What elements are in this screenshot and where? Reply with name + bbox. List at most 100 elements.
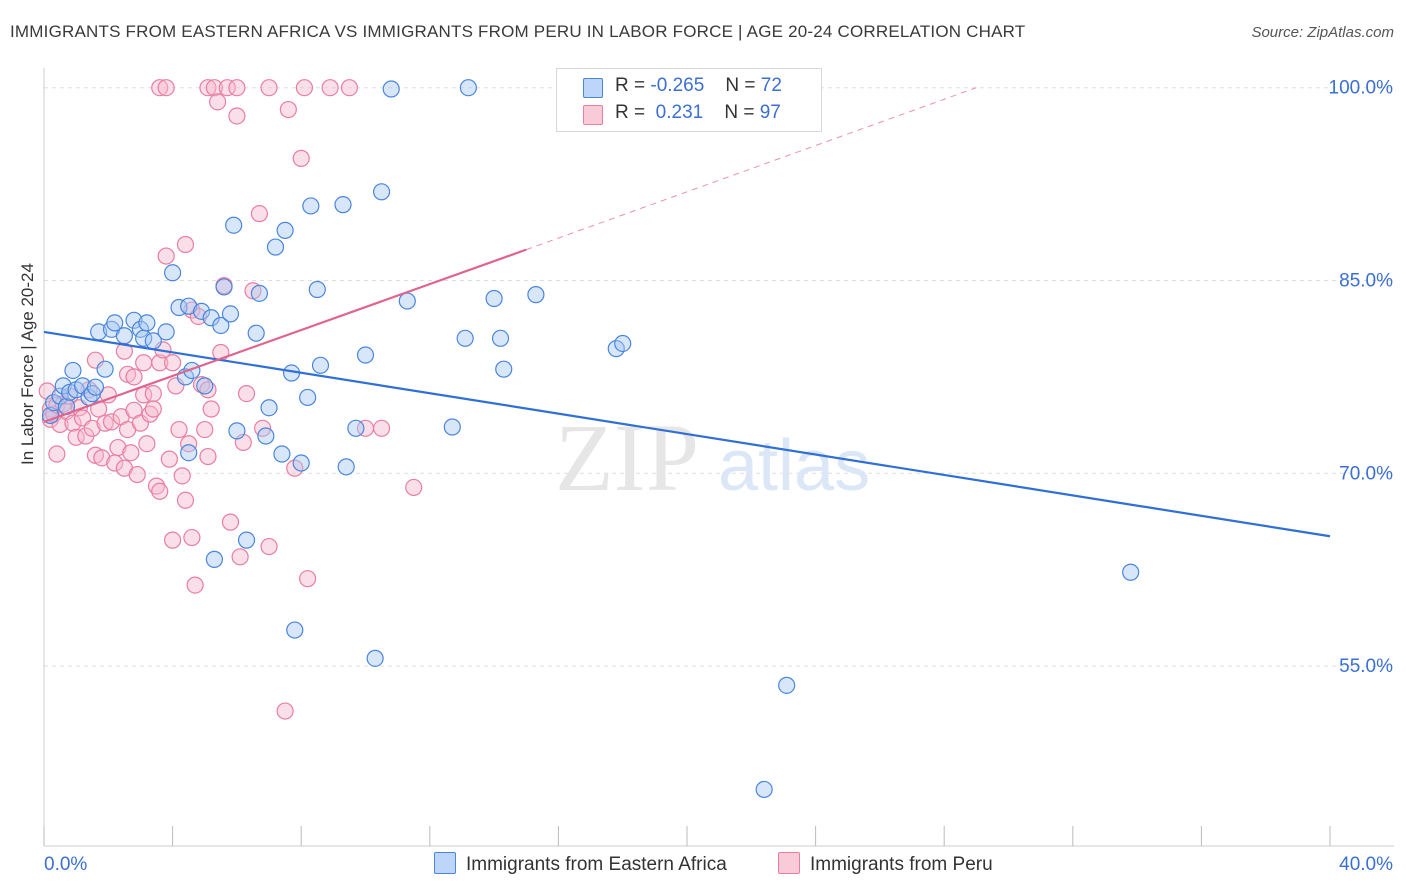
chart-title: IMMIGRANTS FROM EASTERN AFRICA VS IMMIGR…: [10, 22, 1026, 41]
peru-point: [64, 414, 82, 432]
legend-swatch-peru: [583, 105, 603, 125]
peru-point: [176, 491, 195, 509]
eastern-africa-point: [382, 80, 400, 98]
eastern-africa-point: [138, 314, 156, 332]
peru-point: [164, 354, 182, 372]
eastern-africa-point: [180, 297, 198, 315]
legend-item-peru: Immigrants from Peru: [778, 852, 993, 876]
eastern-africa-point: [356, 346, 375, 364]
axes: [43, 68, 1394, 847]
watermark-atlas: atlas: [718, 426, 870, 506]
peru-point: [151, 79, 169, 97]
peru-point: [221, 513, 240, 531]
peru-point: [292, 149, 310, 167]
peru-point: [48, 445, 66, 463]
eastern-africa-point: [237, 531, 256, 549]
peru-point: [128, 465, 146, 484]
eastern-africa-point: [212, 316, 230, 335]
legend-n-label: N =: [724, 102, 755, 123]
peru-point: [93, 449, 111, 467]
eastern-africa-point: [755, 780, 773, 799]
eastern-africa-point: [1122, 563, 1140, 581]
x-tick-label: 40.0%: [1339, 854, 1393, 875]
peru-point: [151, 354, 169, 372]
peru-point: [176, 235, 195, 254]
peru-point: [299, 570, 317, 588]
eastern-africa-point: [64, 361, 82, 380]
eastern-africa-point: [221, 305, 240, 323]
y-axis-title: In Labor Force | Age 20-24: [18, 263, 37, 465]
peru-point: [321, 79, 339, 97]
eastern-africa-point: [125, 311, 143, 329]
peru-trendline-extension: [526, 87, 977, 251]
peru-point: [61, 387, 79, 405]
eastern-africa-point: [337, 458, 355, 476]
peru-point: [90, 400, 108, 418]
eastern-africa-point: [398, 292, 416, 310]
eastern-africa-point: [366, 649, 384, 667]
peru-point: [228, 79, 246, 97]
peru-point: [260, 537, 278, 556]
eastern-africa-point: [334, 196, 352, 214]
peru-point: [228, 107, 246, 125]
y-tick-label: 55.0%: [1339, 656, 1393, 677]
eastern-africa-point: [247, 324, 265, 342]
peru-point: [147, 477, 166, 495]
peru-point: [157, 247, 175, 265]
y-tick-label: 85.0%: [1339, 270, 1393, 291]
eastern-africa-point: [228, 422, 246, 440]
eastern-africa-point: [495, 360, 513, 378]
eastern-africa-point: [106, 314, 124, 332]
peru-point: [276, 702, 294, 720]
legend-label-eastern-africa: Immigrants from Eastern Africa: [466, 854, 727, 875]
peru-point: [151, 482, 169, 500]
eastern-africa-point: [302, 197, 320, 215]
peru-point: [202, 400, 220, 418]
eastern-africa-point: [196, 377, 214, 395]
peru-point: [180, 435, 198, 453]
eastern-africa-point: [164, 264, 182, 282]
eastern-africa-point: [215, 278, 233, 296]
peru-point: [141, 405, 159, 423]
eastern-africa-point: [96, 360, 114, 378]
series-eastern-africa-points: [41, 79, 1140, 799]
peru-point: [205, 79, 223, 97]
eastern-africa-point: [257, 427, 275, 445]
peru-point: [199, 447, 217, 466]
peru-point: [160, 450, 178, 468]
eastern-africa-point: [273, 445, 291, 463]
eastern-africa-point: [260, 399, 278, 417]
peru-point: [109, 438, 127, 457]
eastern-africa-point: [51, 387, 69, 405]
eastern-africa-point: [115, 327, 133, 345]
legend-n-value: 97: [759, 102, 781, 123]
peru-point: [260, 79, 278, 97]
peru-point: [125, 368, 143, 386]
eastern-africa-point: [266, 238, 285, 256]
peru-point: [186, 576, 204, 594]
x-tick-label: 0.0%: [44, 854, 87, 875]
legend-r-value: 0.231: [650, 102, 704, 123]
eastern-africa-point: [54, 377, 72, 395]
peru-point: [209, 93, 227, 111]
eastern-africa-point: [41, 406, 60, 425]
peru-point: [102, 413, 121, 431]
chart-source: Source: ZipAtlas.com: [1251, 24, 1394, 41]
grid-lines: [44, 87, 1394, 667]
trend-lines: [43, 87, 1331, 538]
peru-point: [199, 79, 217, 97]
eastern-africa-point: [527, 286, 545, 304]
eastern-africa-point: [205, 550, 223, 568]
eastern-africa-point: [308, 280, 326, 299]
eastern-africa-point: [614, 334, 632, 353]
eastern-africa-trendline: [43, 330, 1331, 538]
peru-point: [340, 79, 359, 97]
eastern-africa-point: [443, 418, 461, 436]
eastern-africa-point: [131, 320, 150, 338]
legend-r-label: R =: [615, 75, 646, 96]
legend-item-eastern-africa: Immigrants from Eastern Africa: [434, 852, 727, 876]
tick-labels: 55.0% 70.0% 85.0% 100.0% 0.0% 40.0%: [44, 78, 1393, 875]
legend-r-label: R =: [615, 102, 646, 123]
peru-point: [372, 419, 391, 437]
